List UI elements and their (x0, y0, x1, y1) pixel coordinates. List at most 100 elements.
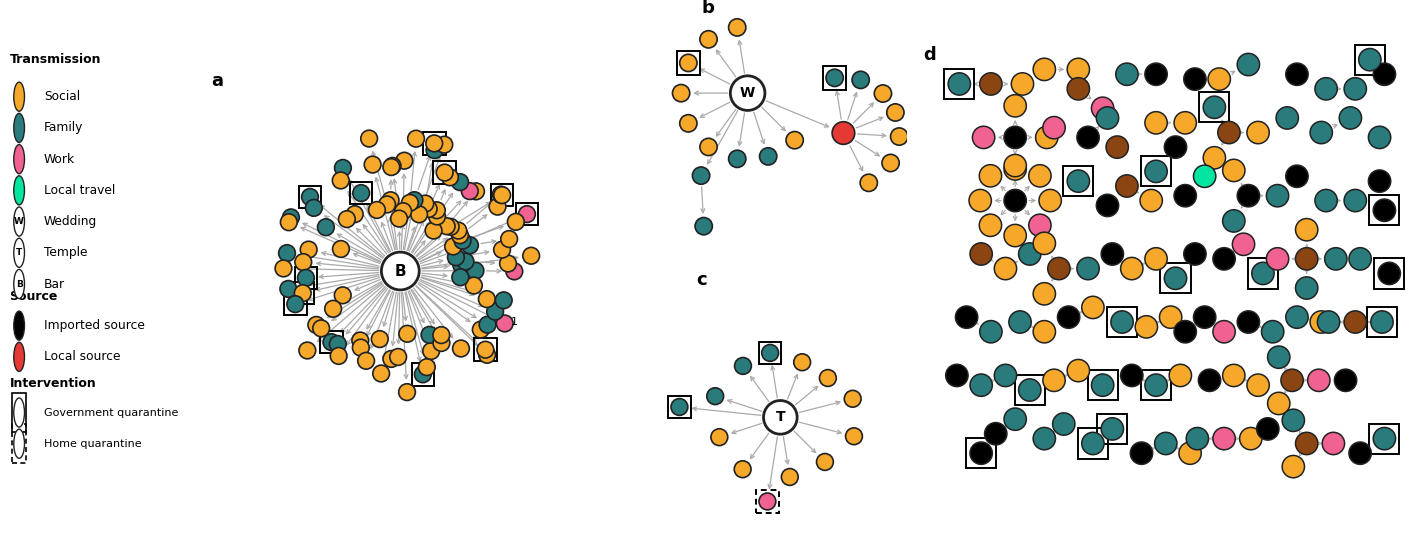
Circle shape (1165, 136, 1186, 158)
Circle shape (1359, 48, 1382, 71)
Circle shape (1295, 433, 1318, 455)
Circle shape (438, 218, 455, 235)
Text: Bar: Bar (44, 278, 65, 291)
Circle shape (786, 132, 803, 149)
Text: Transmission: Transmission (10, 53, 101, 66)
Circle shape (1282, 409, 1305, 431)
Circle shape (395, 203, 411, 220)
Circle shape (764, 401, 798, 434)
Circle shape (329, 335, 346, 352)
Circle shape (711, 429, 728, 446)
Circle shape (696, 217, 713, 235)
Circle shape (1175, 320, 1196, 343)
Circle shape (1067, 170, 1090, 192)
Bar (1097, 414, 1128, 444)
Bar (667, 396, 690, 418)
Bar (434, 162, 456, 184)
Circle shape (1370, 311, 1393, 333)
Circle shape (955, 306, 978, 328)
Circle shape (442, 169, 458, 186)
Circle shape (466, 277, 482, 294)
Bar (475, 338, 497, 361)
Circle shape (408, 130, 425, 147)
Circle shape (14, 269, 24, 299)
Circle shape (1213, 428, 1236, 450)
Circle shape (415, 366, 431, 383)
Circle shape (452, 174, 469, 190)
Circle shape (496, 292, 512, 309)
Circle shape (1335, 369, 1356, 391)
Circle shape (1267, 248, 1288, 270)
Text: Local source: Local source (44, 350, 120, 363)
Circle shape (1268, 392, 1289, 415)
Bar (292, 282, 315, 305)
Text: Government quarantine: Government quarantine (44, 408, 179, 417)
Circle shape (451, 222, 466, 239)
Circle shape (700, 31, 717, 48)
Bar (1367, 307, 1397, 337)
Circle shape (339, 211, 356, 228)
Circle shape (1005, 158, 1026, 180)
Bar (1078, 428, 1108, 459)
Circle shape (1311, 311, 1332, 333)
Circle shape (1029, 165, 1051, 187)
Circle shape (1237, 184, 1260, 207)
Circle shape (445, 238, 462, 255)
Circle shape (493, 241, 510, 258)
Circle shape (313, 320, 330, 337)
Circle shape (1097, 107, 1118, 129)
Circle shape (407, 192, 422, 209)
Circle shape (493, 187, 510, 203)
Circle shape (1077, 257, 1100, 280)
Circle shape (14, 176, 24, 205)
Bar (966, 438, 996, 468)
Circle shape (1101, 243, 1124, 265)
Circle shape (819, 370, 836, 386)
Circle shape (479, 346, 496, 363)
Circle shape (1240, 428, 1263, 450)
Circle shape (1369, 170, 1390, 192)
Circle shape (1101, 418, 1124, 440)
Text: Imported source: Imported source (44, 319, 145, 332)
Circle shape (1373, 199, 1396, 222)
Circle shape (1145, 112, 1168, 134)
Circle shape (353, 339, 370, 356)
Circle shape (1183, 243, 1206, 265)
Circle shape (378, 196, 395, 213)
Circle shape (425, 222, 442, 239)
Text: Temple: Temple (44, 246, 88, 259)
Circle shape (1145, 160, 1168, 183)
Circle shape (1012, 73, 1033, 95)
Circle shape (418, 359, 435, 376)
Circle shape (351, 332, 368, 349)
Circle shape (1217, 121, 1240, 144)
Circle shape (1308, 369, 1331, 391)
Bar (1369, 195, 1400, 225)
Circle shape (1349, 248, 1372, 270)
Circle shape (493, 186, 509, 203)
Circle shape (479, 291, 495, 307)
Text: Source: Source (10, 289, 58, 302)
Bar (350, 182, 373, 204)
Circle shape (421, 326, 438, 343)
Circle shape (781, 469, 798, 486)
Circle shape (1081, 296, 1104, 319)
Circle shape (275, 260, 292, 277)
Circle shape (14, 343, 24, 371)
Circle shape (730, 76, 765, 111)
Bar (757, 490, 779, 513)
Circle shape (330, 347, 347, 364)
Circle shape (1145, 248, 1168, 270)
Circle shape (364, 156, 381, 173)
Circle shape (1193, 165, 1216, 188)
Circle shape (462, 183, 478, 199)
Text: b: b (701, 0, 714, 17)
Circle shape (734, 358, 751, 375)
Circle shape (1005, 154, 1026, 177)
Circle shape (1005, 189, 1026, 212)
Circle shape (306, 199, 322, 216)
Circle shape (500, 231, 517, 247)
Circle shape (673, 85, 690, 102)
Circle shape (452, 227, 468, 243)
Circle shape (1223, 210, 1246, 232)
